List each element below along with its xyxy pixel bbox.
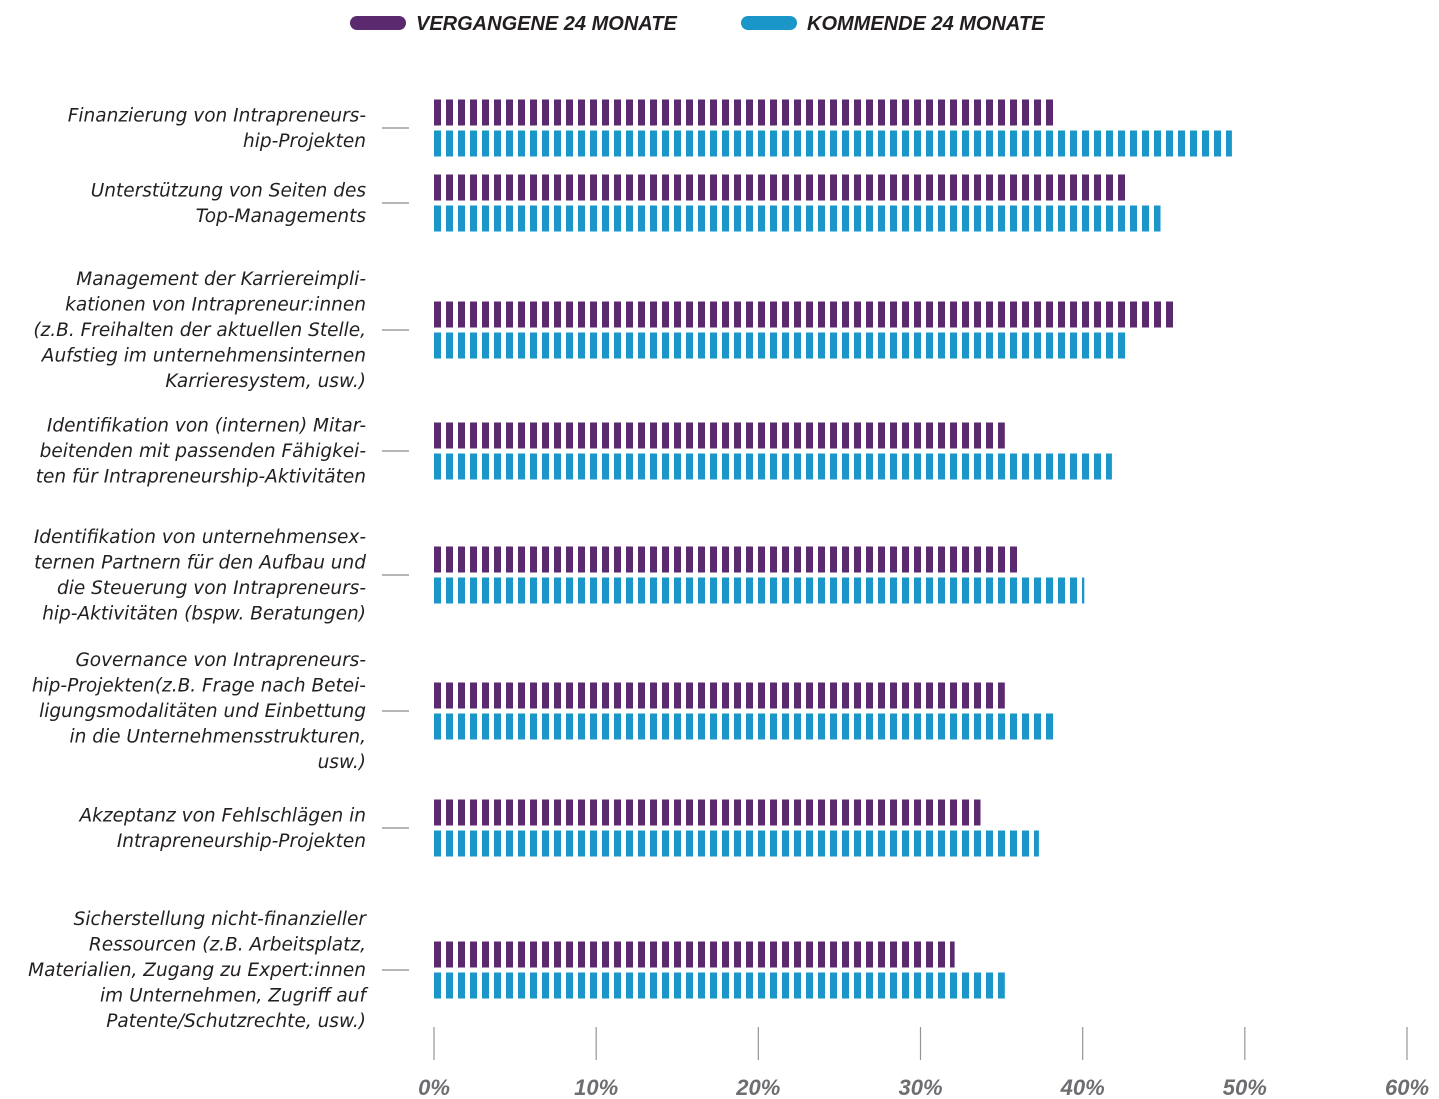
category-label-line: Top-Managements <box>196 206 367 227</box>
category-label-line: Akzeptanz von Fehlschlägen in <box>79 805 366 826</box>
x-tick-label: 10% <box>574 1075 618 1099</box>
category-label-line: beitenden mit passenden Fähigkei- <box>40 441 366 462</box>
bar-future <box>434 130 1232 157</box>
category-label-line: im Unternehmen, Zugriff auf <box>100 986 368 1007</box>
category-label-line: Patente/Schutzrechte, usw.) <box>106 1011 366 1032</box>
x-axis: 0% 10% 20% 30% 40% 50% 60% <box>418 1027 1429 1099</box>
legend-label-future: KOMMENDE 24 MONATE <box>807 13 1045 35</box>
x-tick-label: 0% <box>418 1075 450 1099</box>
category-label-line: ternen Partnern für den Aufbau und <box>34 552 366 573</box>
label-connectors <box>382 127 409 971</box>
category-label: Sicherstellung nicht-finanzieller Ressour… <box>28 909 368 1032</box>
category-label: Unterstützung von Seiten des Top-Manageme… <box>91 180 367 227</box>
legend-swatch-past <box>350 16 406 30</box>
legend-item-future: KOMMENDE 24 MONATE <box>741 13 1045 35</box>
bar-past <box>434 422 1005 449</box>
bar-future <box>434 972 1005 999</box>
category-label: Akzeptanz von Fehlschlägen in Intrapreneu… <box>79 805 366 852</box>
bar-past <box>434 546 1018 573</box>
bar-past <box>434 301 1177 328</box>
category-label-line: Ressourcen (z.B. Arbeitsplatz, <box>89 935 366 956</box>
legend: VERGANGENE 24 MONATE KOMMENDE 24 MONATE <box>350 13 1045 35</box>
category-label: Identifikation von (internen) Mitar-beit… <box>36 416 366 488</box>
bar-future <box>434 577 1085 604</box>
legend-item-past: VERGANGENE 24 MONATE <box>350 13 677 35</box>
category-label: Management der Karriereimpli-kationen vo… <box>33 269 366 392</box>
bar-future <box>434 830 1039 857</box>
legend-label-past: VERGANGENE 24 MONATE <box>416 13 677 35</box>
bar-future <box>434 453 1112 480</box>
category-label-line: Sicherstellung nicht-finanzieller <box>74 909 368 930</box>
bar-past <box>434 99 1057 126</box>
category-label-line: hip-Projekten(z.B. Frage nach Betei- <box>32 676 366 697</box>
category-label: Governance von Intrapreneurs-hip-Projekt… <box>32 650 366 773</box>
category-label-line: Aufstieg im unternehmensinternen <box>41 346 366 367</box>
x-tick-label: 50% <box>1223 1075 1267 1099</box>
category-label-line: ten für Intrapreneurship-Aktivitäten <box>36 467 366 488</box>
category-label-line: Intrapreneurship-Projekten <box>117 831 366 852</box>
bars <box>434 99 1232 999</box>
bar-past <box>434 682 1005 709</box>
bar-future <box>434 332 1127 359</box>
category-label-line: in die Unternehmensstrukturen, <box>69 727 366 748</box>
legend-swatch-future <box>741 16 797 30</box>
category-label-line: ligungsmodalitäten und Einbettung <box>39 701 366 722</box>
category-label-line: Governance von Intrapreneurs- <box>75 650 366 671</box>
category-label: Identifikation von unternehmensex-ternen… <box>34 527 366 625</box>
x-tick-label: 30% <box>898 1075 942 1099</box>
category-label-line: Unterstützung von Seiten des <box>91 180 367 201</box>
bar-past <box>434 941 955 968</box>
bar-future <box>434 205 1161 232</box>
category-label: Finanzierung von Intrapreneurs-hip-Proje… <box>68 105 366 152</box>
category-label-line: Finanzierung von Intrapreneurs- <box>68 105 366 126</box>
category-label-line: usw.) <box>318 752 366 773</box>
category-label-line: Management der Karriereimpli- <box>76 269 366 290</box>
category-labels: Finanzierung von Intrapreneurs-hip-Proje… <box>28 105 368 1032</box>
category-label-line: (z.B. Freihalten der aktuellen Stelle, <box>33 320 366 341</box>
category-label-line: Materialien, Zugang zu Expert:innen <box>28 960 366 981</box>
category-label-line: Karrieresystem, usw.) <box>165 371 366 392</box>
bar-past <box>434 174 1129 201</box>
category-label-line: hip-Projekten <box>243 131 366 152</box>
x-tick-label: 20% <box>735 1075 780 1099</box>
x-tick-label: 60% <box>1385 1075 1429 1099</box>
bar-past <box>434 799 981 826</box>
category-label-line: hip-Aktivitäten (bspw. Beratungen) <box>42 603 366 624</box>
category-label-line: die Steuerung von Intrapreneurs- <box>57 578 366 599</box>
category-label-line: kationen von Intrapreneur:innen <box>65 295 366 316</box>
bar-future <box>434 713 1057 740</box>
category-label-line: Identifikation von (internen) Mitar- <box>47 416 366 437</box>
category-label-line: Identifikation von unternehmensex- <box>34 527 366 548</box>
x-tick-label: 40% <box>1060 1075 1105 1099</box>
